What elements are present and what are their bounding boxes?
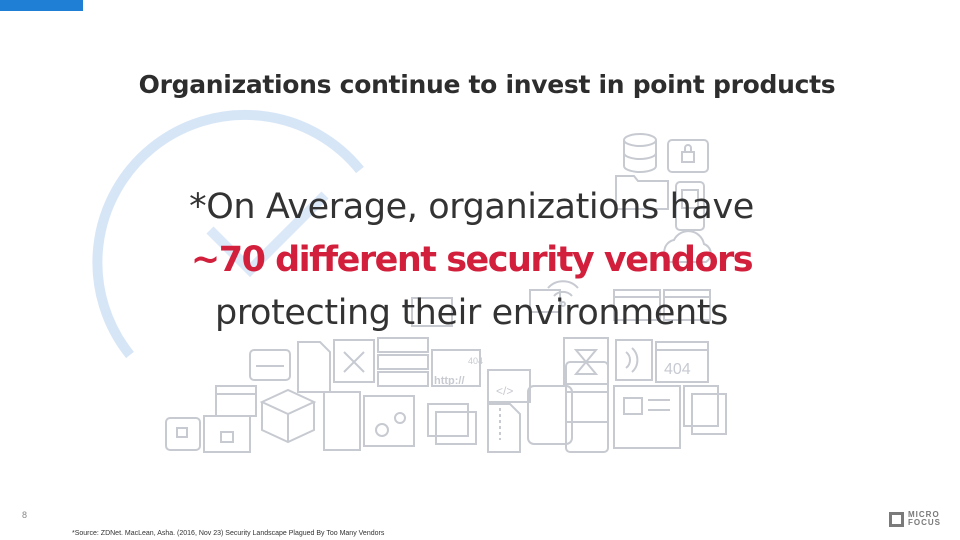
slide-title: Organizations continue to invest in poin… [138,70,836,99]
accent-bar [0,0,83,11]
file-icon [297,341,331,393]
refresh-ring-icon [92,109,364,359]
window-lock-icon [203,415,251,453]
database-icon [623,133,657,173]
window-404-icon [655,341,709,383]
newspaper-icon [613,385,681,449]
source-footnote: *Source: ZDNet. MacLean, Asha. (2016, No… [72,530,385,537]
code-label: </> [496,384,513,398]
browser-icon-small [529,289,561,313]
wifi-icon [547,280,579,307]
locked-drive-icon [667,139,709,173]
http-label: http:// [434,375,465,387]
documents-icon [683,385,727,435]
stat-intro-text: *On Average, organizations have [189,187,754,227]
close-window-icon [333,339,375,383]
window-icon-2 [663,289,711,321]
check-mark-icon [206,191,329,278]
add-document-icon [323,391,361,451]
folder-icon [615,175,669,210]
cloud-icon [663,230,712,263]
404-label-large: 404 [664,361,691,378]
signal-icon [615,339,653,381]
stat-highlight-text: ~70 different security vendors [190,240,754,280]
browser-window-icon [431,349,481,387]
settings-icon-small [411,297,453,327]
page-number: 8 [22,510,28,520]
server-rack-icon [527,385,573,445]
window-icon-1 [613,289,661,321]
open-box-icon [259,388,317,444]
phone-icon [675,181,705,231]
folders-icon [427,403,477,445]
zip-file-icon [487,403,521,453]
micro-focus-logo: MICRO FOCUS [889,511,953,531]
settings-window-icon [363,395,415,447]
window-icon-3 [215,385,257,417]
lock-drive-icon [165,417,201,451]
404-label-small: 404 [468,356,483,366]
logo-text: MICRO FOCUS [908,510,941,527]
drive-icon [249,349,291,381]
logo-mark-icon [889,512,904,527]
server-icon [377,337,429,387]
stat-outro-text: protecting their environments [215,293,728,333]
code-window-icon [487,369,531,403]
